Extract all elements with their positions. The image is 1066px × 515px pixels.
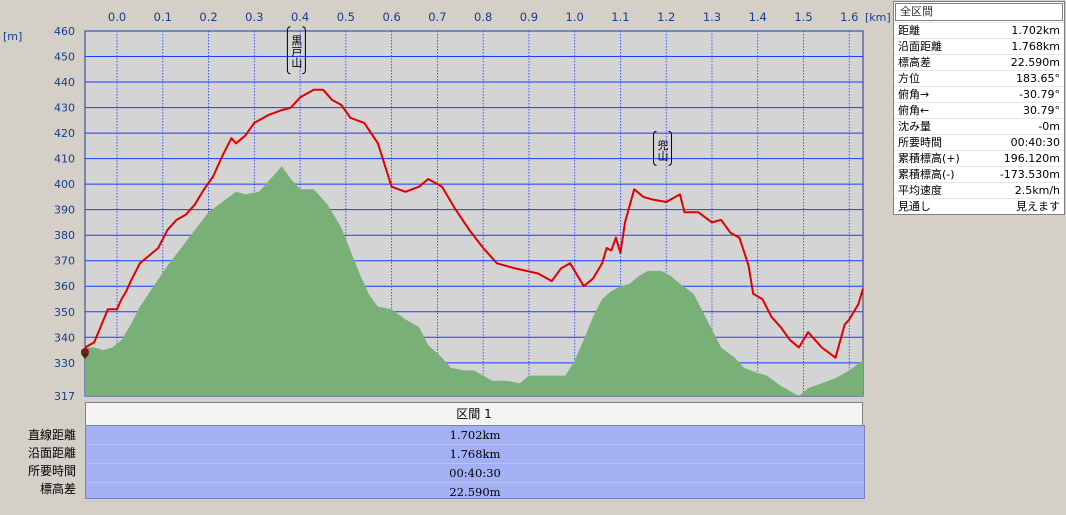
summary-label: 所要時間 bbox=[898, 136, 942, 149]
x-unit-label: [km] bbox=[865, 11, 890, 24]
summary-row: 累積標高(+) 196.120m bbox=[894, 150, 1064, 166]
summary-row: 見通し 見えます bbox=[894, 198, 1064, 214]
x-tick-label: 0.8 bbox=[474, 10, 492, 24]
terrain-area-shape bbox=[85, 166, 863, 396]
x-tick-label: 1.2 bbox=[657, 10, 675, 24]
y-tick-label: 317 bbox=[54, 390, 75, 402]
summary-panel: 全区間 距離 1.702km 沿面距離 1.768km 標高差 22.590m 方位 183.… bbox=[893, 1, 1065, 215]
y-tick-label: 350 bbox=[54, 306, 75, 319]
summary-row: 俯角← 30.79° bbox=[894, 102, 1064, 118]
summary-label: 累積標高(-) bbox=[898, 168, 955, 181]
section-row-label: 直線距離 bbox=[27, 428, 76, 442]
summary-row: 所要時間 00:40:30 bbox=[894, 134, 1064, 150]
route-polyline bbox=[84, 88, 864, 359]
summary-value: 196.120m bbox=[1003, 152, 1060, 165]
summary-value: -30.79° bbox=[1019, 88, 1060, 101]
summary-value: -173.530m bbox=[999, 168, 1060, 181]
peak-label: 黒戸山 bbox=[286, 26, 306, 75]
x-tick-label: 0.5 bbox=[337, 10, 355, 24]
y-tick-labels: 460 450 440 430 420 410 400 390 380 370 360 350 340 3… bbox=[54, 25, 75, 402]
x-tick-label: 1.3 bbox=[703, 10, 721, 24]
summary-value: 00:40:30 bbox=[1010, 136, 1060, 149]
summary-value: 22.590m bbox=[1010, 56, 1060, 69]
terrain-area bbox=[85, 166, 863, 396]
summary-label: 平均速度 bbox=[898, 184, 942, 197]
summary-row: 方位 183.65° bbox=[894, 70, 1064, 86]
summary-value: 1.702km bbox=[1011, 24, 1060, 37]
x-tick-label: 0.0 bbox=[108, 10, 126, 24]
x-tick-label: 1.0 bbox=[566, 10, 584, 24]
route-line bbox=[84, 88, 864, 359]
x-tick-label: 0.9 bbox=[520, 10, 538, 24]
y-tick-label: 340 bbox=[54, 331, 75, 344]
summary-title: 全区間 bbox=[895, 3, 1063, 21]
y-tick-label: 460 bbox=[54, 25, 75, 38]
summary-row: 沿面距離 1.768km bbox=[894, 38, 1064, 54]
section-value: 22.590m bbox=[86, 483, 864, 502]
summary-label: 標高差 bbox=[898, 56, 931, 69]
section-values-table: 1.702km 1.768km 00:40:30 22.590m bbox=[85, 425, 865, 502]
x-tick-label: 1.4 bbox=[749, 10, 767, 24]
y-tick-label: 390 bbox=[54, 204, 75, 217]
section-row-label: 標高差 bbox=[39, 482, 76, 496]
x-tick-label: 1.5 bbox=[794, 10, 812, 24]
y-tick-label: 430 bbox=[54, 102, 75, 115]
summary-value: 1.768km bbox=[1011, 40, 1060, 53]
y-tick-label: 450 bbox=[54, 51, 75, 64]
summary-row: 俯角→ -30.79° bbox=[894, 86, 1064, 102]
section-value: 1.768km bbox=[86, 445, 864, 464]
y-tick-label: 440 bbox=[54, 76, 75, 89]
peak-label: 兜山 bbox=[653, 130, 673, 166]
y-tick-label: 360 bbox=[54, 280, 75, 293]
x-tick-label: 0.3 bbox=[245, 10, 263, 24]
summary-row: 平均速度 2.5km/h bbox=[894, 182, 1064, 198]
summary-value: 30.79° bbox=[1023, 104, 1060, 117]
x-tick-labels: 0.0 0.1 0.2 0.3 0.4 0.5 0.6 0.7 0.8 0.9 1.0 1.1 1.2 1… bbox=[108, 10, 859, 24]
section-value: 00:40:30 bbox=[86, 464, 864, 483]
summary-row: 累積標高(-) -173.530m bbox=[894, 166, 1064, 182]
summary-value: 183.65° bbox=[1016, 72, 1060, 85]
summary-row: 標高差 22.590m bbox=[894, 54, 1064, 70]
svg-text:兜山: 兜山 bbox=[656, 138, 669, 161]
summary-row: 距離 1.702km bbox=[894, 22, 1064, 38]
y-tick-label: 400 bbox=[54, 178, 75, 191]
section-row-label: 所要時間 bbox=[27, 464, 76, 478]
elevation-chart: 0.0 0.1 0.2 0.3 0.4 0.5 0.6 0.7 0.8 0.9 1.0 1.1 1.2 1… bbox=[3, 10, 890, 402]
x-tick-label: 0.7 bbox=[428, 10, 446, 24]
summary-label: 俯角→ bbox=[898, 88, 930, 101]
y-tick-label: 370 bbox=[54, 255, 75, 268]
summary-value: 見えます bbox=[1016, 200, 1060, 213]
start-marker-icon bbox=[81, 348, 89, 359]
y-tick-label: 410 bbox=[54, 153, 75, 166]
svg-text:黒戸山: 黒戸山 bbox=[290, 34, 303, 67]
summary-row: 沈み量 -0m bbox=[894, 118, 1064, 134]
section-header[interactable]: 区間 1 bbox=[85, 402, 863, 426]
summary-label: 沈み量 bbox=[898, 120, 931, 133]
summary-label: 累積標高(+) bbox=[898, 152, 960, 165]
x-tick-label: 0.4 bbox=[291, 10, 309, 24]
summary-label: 沿面距離 bbox=[898, 40, 942, 53]
summary-label: 距離 bbox=[898, 24, 920, 37]
section-value: 1.702km bbox=[86, 426, 864, 445]
summary-label: 見通し bbox=[898, 200, 931, 213]
summary-value: -0m bbox=[1038, 120, 1060, 133]
y-tick-label: 420 bbox=[54, 127, 75, 140]
x-tick-label: 0.6 bbox=[382, 10, 400, 24]
y-unit-label: [m] bbox=[3, 30, 22, 43]
x-tick-label: 0.2 bbox=[199, 10, 217, 24]
y-tick-label: 380 bbox=[54, 229, 75, 242]
summary-label: 俯角← bbox=[898, 104, 930, 117]
summary-value: 2.5km/h bbox=[1014, 184, 1060, 197]
x-tick-label: 1.1 bbox=[611, 10, 629, 24]
x-tick-label: 1.6 bbox=[840, 10, 858, 24]
x-tick-label: 0.1 bbox=[154, 10, 172, 24]
summary-label: 方位 bbox=[898, 72, 920, 85]
section-row-label: 沿面距離 bbox=[27, 446, 76, 460]
y-tick-label: 330 bbox=[54, 357, 75, 370]
